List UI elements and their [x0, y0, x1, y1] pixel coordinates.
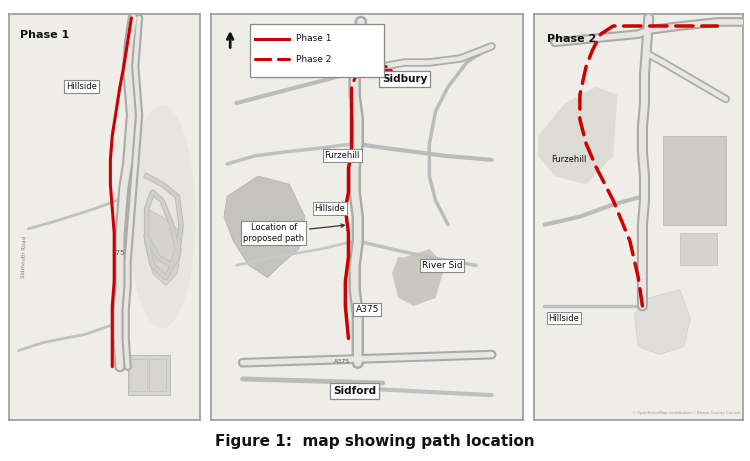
Bar [128, 355, 170, 395]
Text: Hillside: Hillside [314, 204, 345, 213]
Text: Phase 1: Phase 1 [20, 30, 70, 40]
Text: Sidford: Sidford [333, 386, 376, 396]
Text: Furzehill: Furzehill [325, 151, 360, 160]
Text: Furzehill: Furzehill [550, 155, 586, 165]
Text: Hillside: Hillside [548, 313, 580, 323]
Text: Hillside: Hillside [66, 83, 97, 91]
FancyBboxPatch shape [251, 24, 384, 77]
Text: Location of
proposed path: Location of proposed path [243, 223, 344, 242]
Ellipse shape [128, 105, 196, 328]
Text: 375: 375 [111, 250, 125, 256]
Polygon shape [224, 176, 304, 278]
Text: Phase 2: Phase 2 [296, 55, 331, 64]
Text: A375: A375 [356, 306, 379, 314]
Bar [680, 233, 718, 266]
Text: © OpenStreetMap contributors / Devon County Council: © OpenStreetMap contributors / Devon Cou… [632, 412, 740, 415]
Text: Phase 2: Phase 2 [547, 34, 596, 44]
Bar [130, 359, 147, 391]
Text: Sidmouth Road: Sidmouth Road [21, 236, 28, 278]
Text: Phase 1: Phase 1 [296, 35, 331, 43]
Text: Figure 1:  map showing path location: Figure 1: map showing path location [215, 434, 535, 449]
Bar [663, 136, 726, 225]
Bar [148, 359, 166, 391]
Text: A375: A375 [334, 359, 350, 364]
Polygon shape [538, 87, 617, 184]
Text: River Sid: River Sid [422, 261, 462, 270]
Polygon shape [147, 208, 182, 286]
Polygon shape [634, 290, 690, 355]
Polygon shape [392, 249, 445, 306]
Text: Sidbury: Sidbury [382, 74, 427, 84]
